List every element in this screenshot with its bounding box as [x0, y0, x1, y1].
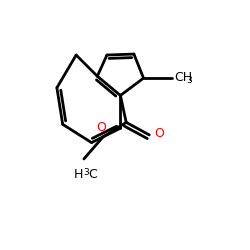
- Text: 3: 3: [187, 76, 192, 85]
- Text: O: O: [154, 128, 164, 140]
- Text: O: O: [96, 121, 106, 134]
- Text: C: C: [88, 168, 97, 181]
- Text: CH: CH: [175, 71, 193, 84]
- Text: 3: 3: [83, 168, 89, 177]
- Text: H: H: [74, 168, 83, 181]
